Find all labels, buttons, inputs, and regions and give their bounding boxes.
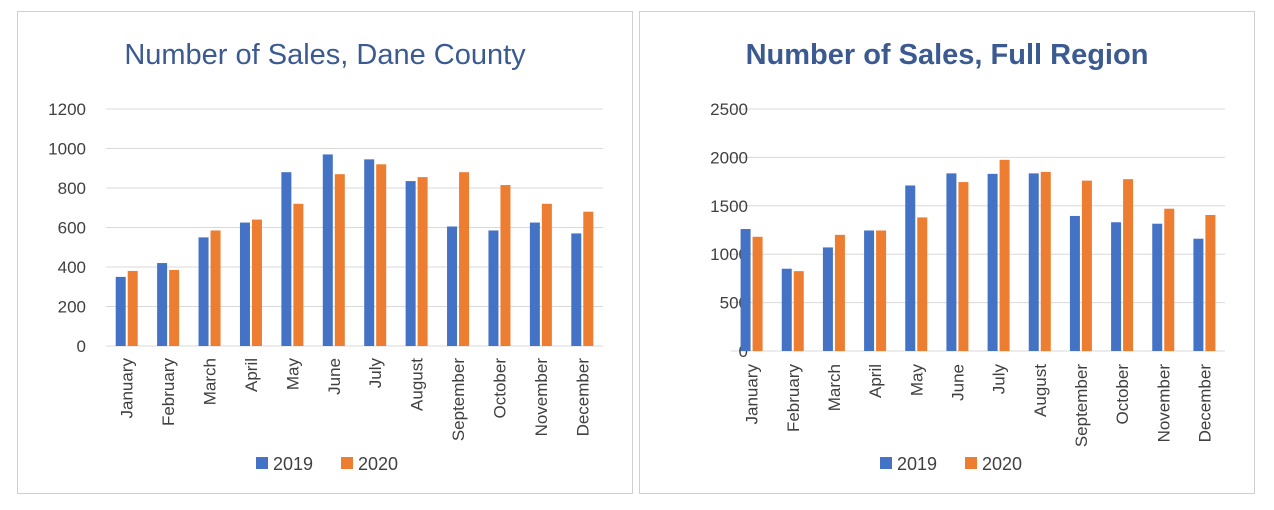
bar-2020-august: [1040, 171, 1051, 351]
bar-chart-full-region: Number of Sales, Full Region050010001500…: [710, 39, 1225, 474]
bar-2019-october: [488, 230, 499, 346]
y-tick-label: 1000: [48, 140, 86, 159]
bar-2020-november: [1164, 208, 1175, 351]
y-tick-label: 1500: [710, 197, 748, 216]
bar-2019-august: [1028, 173, 1039, 351]
bar-2019-july: [364, 159, 375, 346]
x-tick-label: January: [743, 364, 762, 425]
bar-2019-june: [946, 173, 957, 351]
bar-2020-june: [334, 174, 345, 346]
y-tick-label: 400: [58, 258, 86, 277]
chart-title: Number of Sales, Dane County: [124, 39, 526, 71]
x-tick-label: June: [325, 358, 344, 395]
y-tick-label: 2500: [710, 100, 748, 119]
bar-2019-february: [781, 268, 792, 351]
bar-2020-february: [793, 271, 804, 351]
bar-2019-february: [157, 263, 168, 346]
bar-2020-december: [583, 211, 594, 346]
x-tick-label: July: [366, 358, 385, 389]
y-tick-label: 1200: [48, 100, 86, 119]
bar-2019-january: [115, 276, 126, 346]
bar-2020-july: [999, 159, 1010, 351]
bar-2019-january: [740, 229, 751, 351]
x-tick-label: October: [1113, 364, 1132, 425]
bar-2019-april: [239, 222, 250, 346]
bar-2020-january: [752, 236, 763, 351]
bar-2020-december: [1205, 214, 1216, 351]
bar-2020-august: [417, 177, 428, 346]
y-tick-label: 0: [739, 342, 748, 361]
x-tick-label: August: [1031, 364, 1050, 417]
bar-2020-march: [210, 230, 221, 346]
bar-2019-march: [822, 247, 833, 351]
legend-swatch-2020: [965, 457, 977, 469]
bar-2019-september: [1069, 215, 1080, 351]
bar-2020-june: [958, 182, 969, 351]
bar-2020-may: [293, 203, 304, 346]
y-tick-label: 600: [58, 219, 86, 238]
legend-label-2020: 2020: [982, 454, 1022, 474]
y-tick-label: 200: [58, 298, 86, 317]
legend-swatch-2019: [256, 457, 268, 469]
bar-2019-may: [905, 185, 916, 351]
x-tick-label: February: [159, 358, 178, 427]
bar-2019-june: [322, 154, 333, 346]
x-tick-label: March: [825, 364, 844, 411]
x-tick-label: November: [532, 358, 551, 437]
x-tick-label: April: [866, 364, 885, 398]
bar-2019-august: [405, 181, 416, 346]
bar-2020-november: [541, 203, 552, 346]
x-tick-label: December: [573, 358, 592, 437]
chart-panel-dane-county: Number of Sales, Dane County 0 200 400 600 80…: [17, 11, 633, 494]
bar-2019-may: [281, 172, 292, 346]
bar-2020-march: [834, 234, 845, 351]
chart-title: Number of Sales, Full Region: [746, 39, 1149, 71]
legend-swatch-2020: [341, 457, 353, 469]
x-tick-label: November: [1154, 364, 1173, 443]
y-tick-label: 800: [58, 179, 86, 198]
bar-2019-september: [447, 226, 458, 346]
x-tick-label: July: [990, 364, 1009, 395]
x-tick-label: December: [1195, 364, 1214, 443]
y-tick-label: 1000: [710, 245, 748, 264]
bar-2019-november: [1152, 223, 1163, 351]
y-tick-label: 0: [77, 337, 86, 356]
x-tick-label: May: [283, 358, 302, 391]
bar-2020-january: [127, 270, 138, 346]
legend-label-2019: 2019: [897, 454, 937, 474]
legend-swatch-2019: [880, 457, 892, 469]
x-tick-label: March: [201, 358, 220, 405]
bar-2019-december: [571, 233, 582, 346]
x-tick-label: January: [118, 358, 137, 419]
bar-2020-april: [876, 230, 887, 351]
bar-2020-february: [169, 269, 180, 346]
x-tick-label: May: [907, 364, 926, 397]
x-tick-label: September: [1072, 364, 1091, 447]
bar-2020-may: [917, 217, 928, 351]
bar-2020-september: [1081, 180, 1092, 351]
legend-label-2020: 2020: [358, 454, 398, 474]
bar-2020-october: [1123, 179, 1134, 351]
bar-2019-march: [198, 237, 209, 346]
x-tick-label: April: [242, 358, 261, 392]
x-tick-label: February: [784, 364, 803, 433]
x-tick-label: August: [408, 358, 427, 411]
bar-chart-dane-county: Number of Sales, Dane County 0 200 400 600 80…: [48, 39, 603, 474]
bar-2019-october: [1111, 222, 1122, 351]
bar-2019-april: [864, 230, 875, 351]
x-tick-label: October: [490, 358, 509, 419]
bar-2020-july: [376, 164, 387, 346]
bar-2019-july: [987, 173, 998, 351]
bar-2019-december: [1193, 238, 1204, 351]
x-tick-label: September: [449, 358, 468, 441]
bar-2020-september: [459, 172, 470, 346]
x-tick-label: June: [948, 364, 967, 401]
y-tick-label: 2000: [710, 148, 748, 167]
chart-panel-full-region: Number of Sales, Full Region 0 500 1000 1500…: [639, 11, 1255, 494]
bar-2020-april: [251, 219, 262, 346]
bar-2019-november: [529, 222, 540, 346]
legend-label-2019: 2019: [273, 454, 313, 474]
bar-2020-october: [500, 185, 511, 346]
